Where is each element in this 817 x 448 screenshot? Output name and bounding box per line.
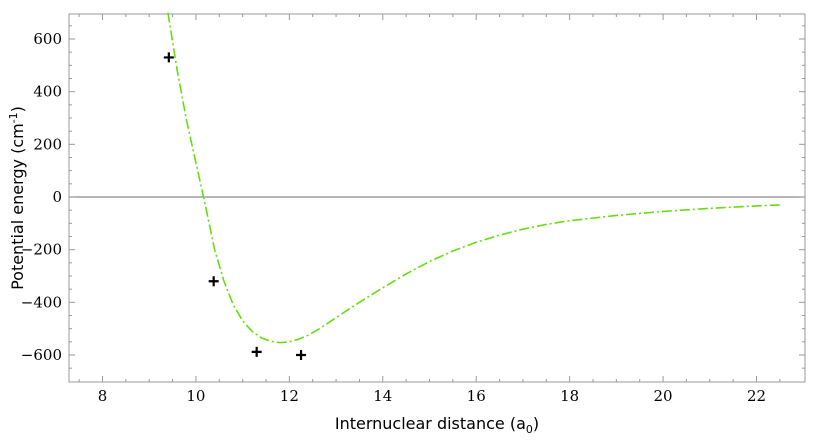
y-axis-title: Potential energy (cm-1)	[7, 106, 27, 290]
plus-marker	[296, 350, 307, 360]
x-tick-label: 14	[373, 387, 392, 405]
y-tick-label: 600	[33, 30, 62, 48]
x-tick-label: 18	[560, 387, 579, 405]
y-tick-label: −600	[21, 346, 62, 364]
x-tick-label: 16	[467, 387, 486, 405]
plus-marker	[163, 52, 174, 63]
x-tick-label: 20	[654, 387, 673, 405]
plot-frame	[68, 13, 806, 383]
y-tick-label: 200	[33, 135, 62, 153]
x-tick-label: 10	[186, 387, 205, 405]
potential-curve	[167, 12, 780, 344]
data-markers	[163, 52, 307, 360]
y-tick-label: −400	[21, 293, 62, 311]
x-tick-label: 8	[98, 387, 108, 405]
y-tick-label: 0	[52, 188, 62, 206]
tick-labels: 8 10 12 14 16 18 20 22 −600 −400 −200 0 200 400 600	[21, 30, 766, 405]
y-tick-label: −200	[21, 241, 62, 259]
ticks	[69, 14, 805, 382]
x-axis-title: Internuclear distance (a0)	[335, 414, 539, 436]
x-tick-label: 12	[280, 387, 299, 405]
y-tick-label: 400	[33, 83, 62, 101]
plus-marker	[208, 276, 219, 287]
x-tick-label: 22	[747, 387, 766, 405]
plus-marker	[251, 346, 262, 357]
